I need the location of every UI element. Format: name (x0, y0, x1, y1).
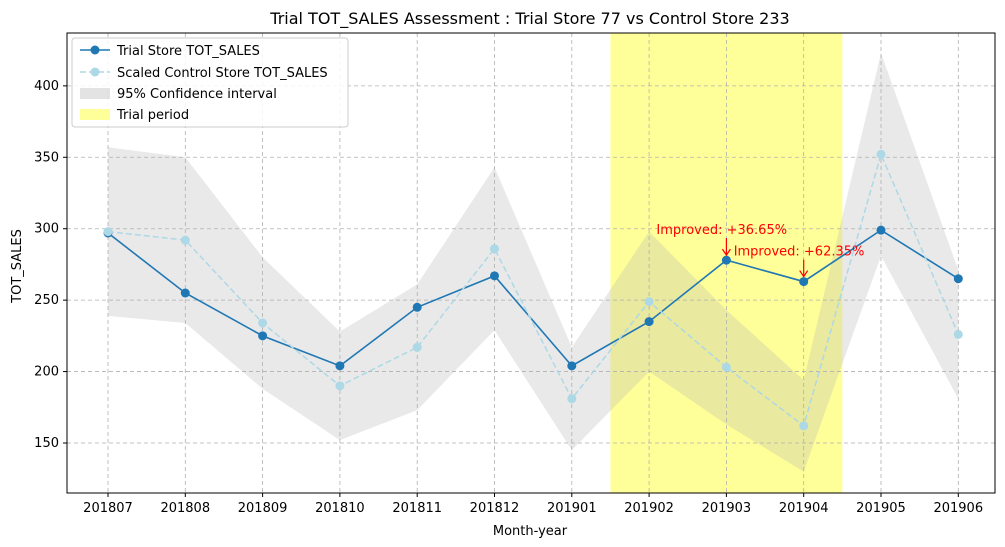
series-line-1 (107, 229, 959, 367)
series-2-point (490, 244, 499, 254)
x-tick-label: 201904 (779, 501, 829, 516)
annotation-label: Improved: +62.35% (734, 245, 865, 260)
x-tick-label: 201905 (856, 501, 906, 516)
series-1-point (490, 271, 499, 281)
series-1-point (876, 225, 886, 235)
legend: Trial Store TOT_SALES Scaled Control Stor… (71, 37, 349, 128)
series-1-point (412, 302, 422, 312)
y-tick-label: 250 (34, 293, 59, 308)
legend-box (71, 37, 349, 128)
annotation-arrow-head (721, 248, 731, 257)
legend-label: Trial Store TOT_SALES (116, 44, 260, 59)
confidence-band (108, 53, 959, 472)
series-1-point (721, 255, 731, 265)
legend-swatch-marker (90, 45, 100, 55)
y-tick-label: 350 (34, 150, 59, 165)
x-tick-label: 201811 (392, 501, 442, 516)
y-tick-label: 400 (34, 79, 59, 94)
series-2-point (953, 329, 963, 339)
plot-frame (66, 32, 996, 494)
series-2-point (103, 227, 113, 237)
y-axis-title: TOT_SALES (10, 229, 25, 304)
series-1-point (953, 274, 963, 284)
x-tick-label: 201810 (315, 501, 365, 516)
legend-swatch-marker (90, 67, 100, 77)
series-line-2 (107, 152, 959, 428)
x-tick-label: 201903 (702, 501, 752, 516)
y-tick-label: 200 (34, 365, 59, 380)
legend-label: Trial period (116, 108, 189, 123)
x-tick-label: 201901 (547, 501, 597, 516)
series-2-point (258, 318, 268, 328)
x-tick-label: 201902 (624, 501, 674, 516)
series-2-point (335, 381, 345, 391)
series-2-point (799, 421, 809, 431)
series-2-point (180, 235, 190, 245)
y-tick-label: 300 (34, 222, 59, 237)
plot-area: Improved: +36.65% Improved: +62.35% 150 200… (34, 32, 996, 516)
series-1-point (567, 361, 577, 371)
series-2-point (721, 362, 731, 372)
series-1-point (335, 361, 345, 371)
legend-swatch-trial (80, 109, 110, 120)
annotation-arrow-head (799, 270, 809, 278)
annotation-label: Improved: +36.65% (656, 223, 787, 238)
series-1-point (180, 288, 190, 298)
series-1-point (258, 331, 268, 341)
x-tick-label: 201812 (470, 501, 520, 516)
legend-label: Scaled Control Store TOT_SALES (117, 66, 328, 81)
x-tick-label: 201809 (238, 501, 288, 516)
x-tick-label: 201807 (83, 501, 133, 516)
chart-title: Trial TOT_SALES Assessment : Trial Store… (269, 9, 789, 29)
series-1-point (644, 317, 654, 327)
x-axis-title: Month-year (493, 524, 568, 539)
series-2-point (644, 297, 654, 307)
x-tick-label: 201808 (160, 501, 210, 516)
series-2-point (876, 149, 886, 159)
series-2-point (567, 394, 577, 404)
series-1-point (799, 277, 809, 287)
x-tick-label: 201906 (933, 501, 983, 516)
series-2-point (412, 342, 422, 352)
legend-swatch-band (80, 88, 110, 99)
y-tick-label: 150 (34, 436, 59, 451)
legend-label: 95% Confidence interval (117, 87, 277, 102)
